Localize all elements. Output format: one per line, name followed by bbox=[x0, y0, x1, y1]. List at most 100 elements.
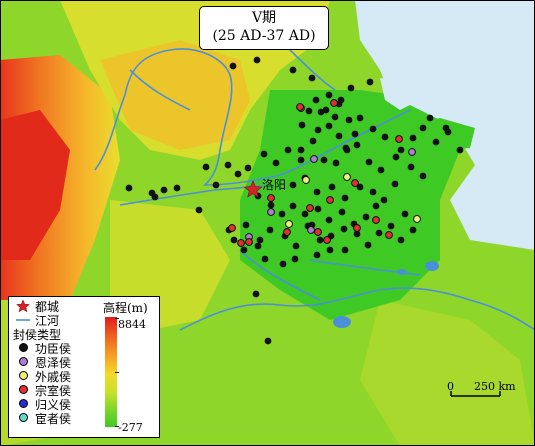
marquis-point-enze bbox=[307, 226, 315, 234]
marquis-point-gongchen bbox=[401, 210, 409, 218]
marquis-point-gongchen bbox=[397, 236, 405, 244]
legend-river: 江河 bbox=[15, 313, 59, 328]
marquis-point-gongchen bbox=[292, 242, 300, 250]
marquis-point-zongshi bbox=[330, 99, 338, 107]
legend-category-heading: 封侯类型 bbox=[13, 327, 61, 342]
huai-river bbox=[309, 259, 421, 276]
legend-capital-label: 都城 bbox=[35, 299, 60, 314]
marquis-point-zongshi bbox=[314, 228, 322, 236]
marquis-point-gongchen bbox=[305, 107, 313, 115]
marquis-point-gongchen bbox=[314, 126, 322, 134]
marquis-point-gongchen bbox=[278, 210, 286, 218]
marquis-point-gongchen bbox=[322, 106, 330, 114]
elevation-colorbar bbox=[105, 317, 117, 427]
legend-category-label: 宦者侯 bbox=[35, 411, 72, 426]
marquis-point-gongchen bbox=[297, 156, 305, 164]
river-line-icon bbox=[15, 313, 33, 327]
marquis-point-gongchen bbox=[291, 255, 299, 263]
marquis-point-gongchen bbox=[341, 194, 349, 202]
marquis-point-gongchen bbox=[365, 158, 373, 166]
marquis-point-gongchen bbox=[369, 125, 377, 133]
marquis-point-gongchen bbox=[432, 138, 440, 146]
marquis-point-waiqi bbox=[285, 220, 293, 228]
marquis-point-enze bbox=[267, 208, 275, 216]
marquis-point-gongchen bbox=[335, 132, 343, 140]
marquis-point-gongchen bbox=[289, 66, 297, 74]
marquis-point-gongchen bbox=[313, 188, 321, 196]
marquis-point-enze bbox=[408, 148, 416, 156]
marquis-point-gongchen bbox=[353, 141, 361, 149]
marquis-point-gongchen bbox=[387, 222, 395, 230]
marquis-point-zongshi bbox=[326, 196, 334, 204]
marquis-point-gongchen bbox=[244, 164, 252, 172]
marquis-point-gongchen bbox=[369, 188, 377, 196]
marquis-point-gongchen bbox=[224, 161, 232, 169]
elevation-min: -277 bbox=[118, 421, 143, 434]
marquis-point-gongchen bbox=[356, 114, 364, 122]
legend-dot bbox=[19, 357, 28, 366]
marquis-point-gongchen bbox=[264, 337, 272, 345]
legend-category-item: 外戚侯 bbox=[15, 369, 71, 384]
marquis-point-gongchen bbox=[309, 137, 317, 145]
map-title: V期 (25 AD-37 AD) bbox=[199, 6, 329, 50]
marquis-point-gongchen bbox=[266, 226, 274, 234]
marquis-point-zongshi bbox=[395, 135, 403, 143]
legend-category-label: 功臣侯 bbox=[35, 341, 72, 356]
marquis-point-zongshi bbox=[228, 224, 236, 232]
marquis-point-gongchen bbox=[308, 74, 316, 82]
marquis-point-gongchen bbox=[195, 206, 203, 214]
marquis-point-gongchen bbox=[328, 183, 336, 191]
marquis-point-gongchen bbox=[316, 236, 324, 244]
marquis-point-gongchen bbox=[362, 213, 370, 221]
marquis-point-gongchen bbox=[419, 172, 427, 180]
marquis-point-gongchen bbox=[426, 114, 434, 122]
marquis-point-gongchen bbox=[125, 184, 133, 192]
bohai-bay bbox=[380, 78, 420, 110]
marquis-point-gongchen bbox=[301, 210, 309, 218]
marquis-point-gongchen bbox=[341, 246, 349, 254]
marquis-point-gongchen bbox=[234, 170, 242, 178]
marquis-point-gongchen bbox=[332, 159, 340, 167]
legend-dot-icon bbox=[15, 355, 33, 369]
marquis-point-gongchen bbox=[356, 183, 364, 191]
marquis-point-zongshi bbox=[245, 238, 253, 246]
marquis-point-gongchen bbox=[456, 146, 464, 154]
marquis-points bbox=[125, 56, 464, 345]
lake-taihu bbox=[425, 261, 439, 271]
marquis-point-enze bbox=[310, 155, 318, 163]
han-river bbox=[239, 249, 321, 301]
high-plateau bbox=[0, 110, 70, 260]
legend: 都城 江河 封侯类型 功臣侯 恩泽侯 外戚侯 宗室侯 归义侯 宦者侯 高程(m) 8844… bbox=[8, 296, 160, 438]
marquis-point-gongchen bbox=[372, 202, 380, 210]
lake-dongting bbox=[333, 316, 351, 328]
marquis-point-zongshi bbox=[237, 239, 245, 247]
marquis-point-gongchen bbox=[325, 91, 333, 99]
elevation-tick-min bbox=[115, 426, 119, 427]
elevation-tick-mid bbox=[115, 372, 119, 373]
marquis-point-gongchen bbox=[345, 116, 353, 124]
marquis-point-gongchen bbox=[254, 242, 262, 250]
marquis-point-gongchen bbox=[267, 201, 275, 209]
marquis-point-gongchen bbox=[297, 146, 305, 154]
title-years: (25 AD-37 AD) bbox=[212, 28, 316, 44]
marquis-point-gongchen bbox=[253, 56, 261, 64]
marquis-point-gongchen bbox=[261, 255, 269, 263]
legend-category-label: 归义侯 bbox=[35, 397, 72, 412]
marquis-point-gongchen bbox=[340, 225, 348, 233]
marquis-point-gongchen bbox=[407, 163, 415, 171]
marquis-point-gongchen bbox=[260, 150, 268, 158]
marquis-point-gongchen bbox=[409, 226, 417, 234]
legend-dot-icon bbox=[15, 341, 33, 355]
marquis-point-gongchen bbox=[229, 62, 237, 70]
marquis-point-zongshi bbox=[323, 236, 331, 244]
marquis-point-gongchen bbox=[325, 122, 333, 130]
marquis-point-gongchen bbox=[284, 146, 292, 154]
marquis-point-gongchen bbox=[391, 180, 399, 188]
marquis-point-zongshi bbox=[351, 179, 359, 187]
marquis-point-gongchen bbox=[375, 229, 383, 237]
legend-category-item: 归义侯 bbox=[15, 397, 72, 412]
marquis-point-zongshi bbox=[283, 228, 291, 236]
marquis-point-gongchen bbox=[314, 205, 322, 213]
marquis-point-zongshi bbox=[267, 194, 275, 202]
